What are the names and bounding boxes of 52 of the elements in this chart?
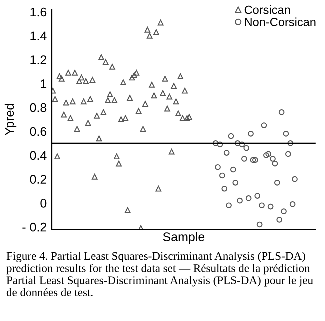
point: [215, 164, 221, 170]
point: [292, 176, 298, 182]
legend-label: Non-Corsican: [245, 18, 316, 26]
y-tick-label: 0.8: [30, 103, 47, 112]
point: [288, 140, 294, 146]
point: [270, 156, 276, 162]
point: [244, 145, 250, 152]
y-tick-label: 0.6: [30, 127, 47, 136]
point: [239, 142, 246, 148]
point: [212, 140, 219, 146]
y-tick-label: - 0.2: [22, 222, 47, 232]
point: [237, 198, 243, 204]
point: [256, 222, 263, 228]
point: [222, 186, 228, 192]
point: [232, 180, 239, 186]
point: [226, 202, 232, 209]
y-tick-label: 0.2: [30, 175, 47, 184]
point: [224, 150, 230, 156]
y-tick-label: 1.2: [30, 56, 47, 64]
x-axis-title: Sample: [163, 232, 205, 244]
point: [250, 157, 256, 164]
point: [252, 157, 258, 164]
legend-label: Corsican: [244, 6, 290, 14]
y-tick-label: 1: [41, 80, 47, 88]
y-tick-label: 0: [40, 199, 47, 208]
point: [272, 160, 278, 167]
point: [283, 130, 290, 137]
point: [254, 193, 261, 199]
point: [259, 202, 265, 209]
caption: Figure 4. Partial Least Squares-Discriminant Analysis (PLS-DA) prediction results for the test data set — Résultats de la prédiction Partial Least Squares-Discriminant Analysis (PLS-DA) pour le jeu de données de test.: [6, 252, 314, 297]
y-tick-label: 1.4: [30, 32, 47, 40]
point: [261, 122, 268, 128]
point: [264, 152, 270, 158]
point: [228, 133, 234, 140]
point: [242, 156, 248, 162]
point: [266, 151, 272, 158]
y-tick-label: 1.6: [30, 8, 47, 17]
point: [234, 140, 241, 146]
y-tick-label: 0.4: [30, 151, 47, 160]
point: [278, 109, 285, 116]
point: [281, 208, 287, 215]
point: [274, 180, 280, 186]
point: [276, 217, 283, 223]
point: [268, 204, 274, 210]
y-axis-title: Ypred: [4, 104, 17, 136]
point: [285, 151, 292, 158]
point: [290, 202, 296, 208]
point: [248, 130, 254, 137]
point: [217, 142, 224, 148]
point: [220, 172, 226, 179]
point: [246, 196, 252, 202]
point: [230, 166, 236, 173]
